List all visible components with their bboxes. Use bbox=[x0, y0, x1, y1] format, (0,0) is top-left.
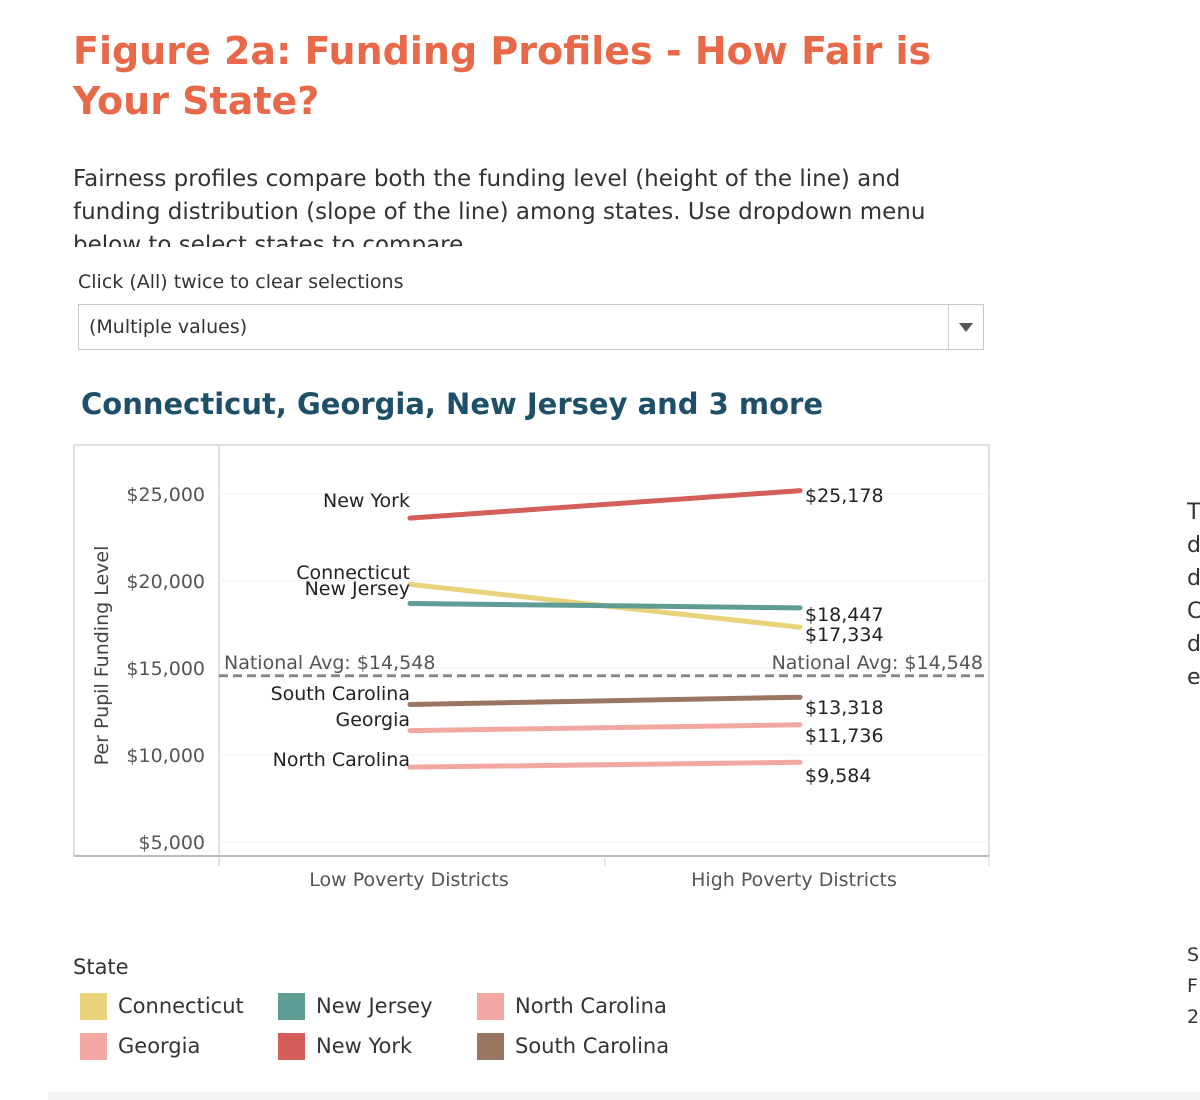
legend-swatch bbox=[477, 1033, 504, 1060]
legend-label: South Carolina bbox=[515, 1034, 670, 1058]
national-average-label-left: National Avg: $14,548 bbox=[224, 652, 435, 674]
y-tick-label: $15,000 bbox=[126, 658, 205, 680]
figure-title: Figure 2a: Funding Profiles - How Fair i… bbox=[73, 29, 932, 123]
funding-line-chart: $25,000 $20,000 $15,000 $10,000 $5,000 Per Pu… bbox=[73, 444, 990, 891]
series-line bbox=[407, 694, 803, 707]
series-end-value-label: $17,334 bbox=[805, 624, 884, 646]
filter-label: Click (All) twice to clear selections bbox=[78, 271, 404, 293]
state-filter-dropdown[interactable]: (Multiple values) bbox=[78, 304, 984, 350]
chevron-down-icon bbox=[959, 323, 973, 332]
series-end-value-label: $25,178 bbox=[805, 485, 884, 507]
legend-title: State bbox=[73, 955, 129, 979]
legend-swatch bbox=[278, 1033, 305, 1060]
x-tick-label: High Poverty Districts bbox=[691, 869, 897, 891]
intro-text: Fairness profiles compare both the fundi… bbox=[73, 166, 926, 247]
national-average-label-right: National Avg: $14,548 bbox=[772, 652, 983, 674]
x-tick-label: Low Poverty Districts bbox=[309, 869, 508, 891]
series-name-label: New Jersey bbox=[305, 578, 410, 600]
legend-label: North Carolina bbox=[515, 994, 667, 1018]
series-end-value-label: $18,447 bbox=[805, 604, 884, 626]
side-panel-letter: d bbox=[1187, 566, 1200, 591]
dropdown-value: (Multiple values) bbox=[89, 316, 248, 338]
side-panel-letter: d bbox=[1187, 533, 1200, 558]
side-panel-letter: F bbox=[1187, 975, 1198, 997]
legend-swatch bbox=[477, 993, 504, 1020]
side-panel-letter: T bbox=[1187, 500, 1200, 525]
legend-label: New Jersey bbox=[316, 994, 433, 1018]
legend-label: Georgia bbox=[118, 1034, 201, 1058]
footer-bar bbox=[48, 1092, 1200, 1100]
series-line bbox=[407, 600, 803, 611]
side-panel-letter: 2 bbox=[1187, 1006, 1200, 1028]
legend-swatch bbox=[278, 993, 305, 1020]
chart-heading: Connecticut, Georgia, New Jersey and 3 m… bbox=[81, 387, 824, 421]
side-panel-letter: S bbox=[1187, 944, 1200, 966]
series-name-label: Georgia bbox=[336, 709, 411, 731]
y-tick-label: $20,000 bbox=[126, 571, 205, 593]
series-name-label: New York bbox=[323, 490, 410, 512]
dropdown-toggle[interactable] bbox=[948, 305, 983, 349]
side-panel-letter: C bbox=[1187, 599, 1200, 624]
series-name-label: North Carolina bbox=[273, 749, 410, 771]
series-line bbox=[407, 488, 803, 521]
y-tick-label: $5,000 bbox=[139, 832, 205, 854]
series-end-value-label: $11,736 bbox=[805, 725, 884, 747]
legend-label: Connecticut bbox=[118, 994, 244, 1018]
y-tick-label: $25,000 bbox=[126, 484, 205, 506]
legend-label: New York bbox=[316, 1034, 413, 1058]
series-line bbox=[407, 722, 803, 734]
y-axis-label: Per Pupil Funding Level bbox=[91, 546, 113, 766]
legend-swatch bbox=[80, 1033, 107, 1060]
series-end-value-label: $13,318 bbox=[805, 697, 884, 719]
legend-swatch bbox=[80, 993, 107, 1020]
series-name-label: South Carolina bbox=[271, 683, 410, 705]
series-line bbox=[407, 759, 803, 770]
series-end-value-label: $9,584 bbox=[805, 765, 871, 787]
series-name-label: Connecticut bbox=[296, 562, 410, 584]
side-panel-letter: d bbox=[1187, 632, 1200, 657]
side-panel-letter: e bbox=[1187, 665, 1200, 690]
y-tick-label: $10,000 bbox=[126, 745, 205, 767]
